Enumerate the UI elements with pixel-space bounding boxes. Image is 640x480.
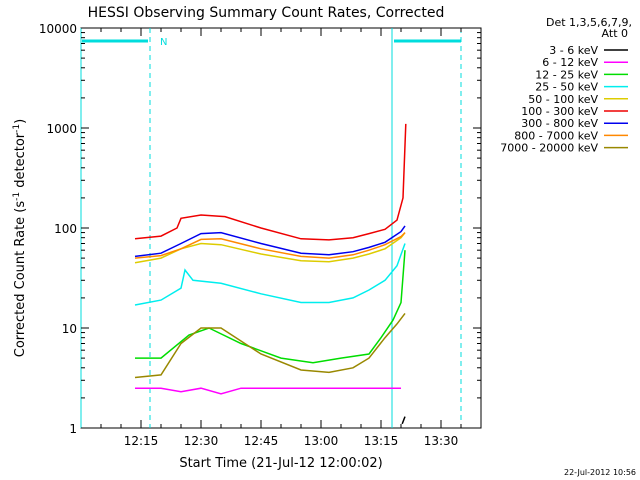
series-line-2 bbox=[135, 250, 406, 364]
chart-title: HESSI Observing Summary Count Rates, Cor… bbox=[88, 5, 445, 21]
series-line-5 bbox=[134, 123, 407, 241]
y-label-main: Corrected Count Rate (s bbox=[13, 201, 28, 358]
footer-timestamp: 22-Jul-2012 10:56 bbox=[564, 468, 636, 477]
x-tick-label-1: 12:30 bbox=[184, 434, 219, 448]
y-tick-label-3: 1000 bbox=[46, 122, 77, 136]
y-tick-label-0: 1 bbox=[69, 422, 77, 436]
y-label-mid: detector bbox=[13, 132, 28, 192]
x-axis: 12:15 12:30 12:45 13:00 13:15 13:30 bbox=[100, 28, 462, 448]
x-tick-label-5: 13:30 bbox=[424, 434, 459, 448]
legend-label-1: 6 - 12 keV bbox=[542, 56, 598, 69]
series-line-3 bbox=[134, 243, 406, 306]
y-tick-label-4: 10000 bbox=[39, 22, 77, 36]
y-axis: 1 10 100 1000 10000 bbox=[39, 22, 481, 436]
series-line-6 bbox=[134, 225, 406, 258]
x-tick-label-3: 13:00 bbox=[304, 434, 339, 448]
legend-label-8: 7000 - 20000 keV bbox=[500, 142, 598, 155]
legend-label-0: 3 - 6 keV bbox=[549, 44, 598, 57]
night-marker-label: N bbox=[160, 37, 167, 48]
y-label-sup2: -1 bbox=[12, 124, 22, 133]
x-axis-label: Start Time (21-Jul-12 12:00:02) bbox=[179, 456, 382, 471]
x-tick-label-0: 12:15 bbox=[124, 434, 159, 448]
legend-header-1: Det 1,3,5,6,7,9, bbox=[546, 16, 632, 29]
legend-label-2: 12 - 25 keV bbox=[535, 68, 598, 81]
series-lines bbox=[134, 123, 407, 425]
x-tick-label-2: 12:45 bbox=[244, 434, 279, 448]
legend-label-5: 100 - 300 keV bbox=[521, 105, 598, 118]
x-tick-label-4: 13:15 bbox=[364, 434, 399, 448]
legend-label-7: 800 - 7000 keV bbox=[514, 129, 598, 142]
legend-label-6: 300 - 800 keV bbox=[521, 117, 598, 130]
series-line-7 bbox=[134, 232, 406, 259]
y-label-end: ) bbox=[13, 119, 28, 124]
legend-label-3: 25 - 50 keV bbox=[535, 81, 598, 94]
series-line-0 bbox=[401, 416, 406, 425]
series-line-1 bbox=[135, 387, 401, 395]
legend-header-2: Att 0 bbox=[602, 27, 628, 40]
y-axis-label: Corrected Count Rate (s-1 detector-1) bbox=[12, 119, 28, 357]
legend-label-4: 50 - 100 keV bbox=[528, 93, 598, 106]
y-tick-label-2: 100 bbox=[54, 222, 77, 236]
series-line-8 bbox=[134, 312, 406, 379]
y-label-sup1: -1 bbox=[12, 192, 22, 201]
y-tick-label-1: 10 bbox=[62, 322, 77, 336]
